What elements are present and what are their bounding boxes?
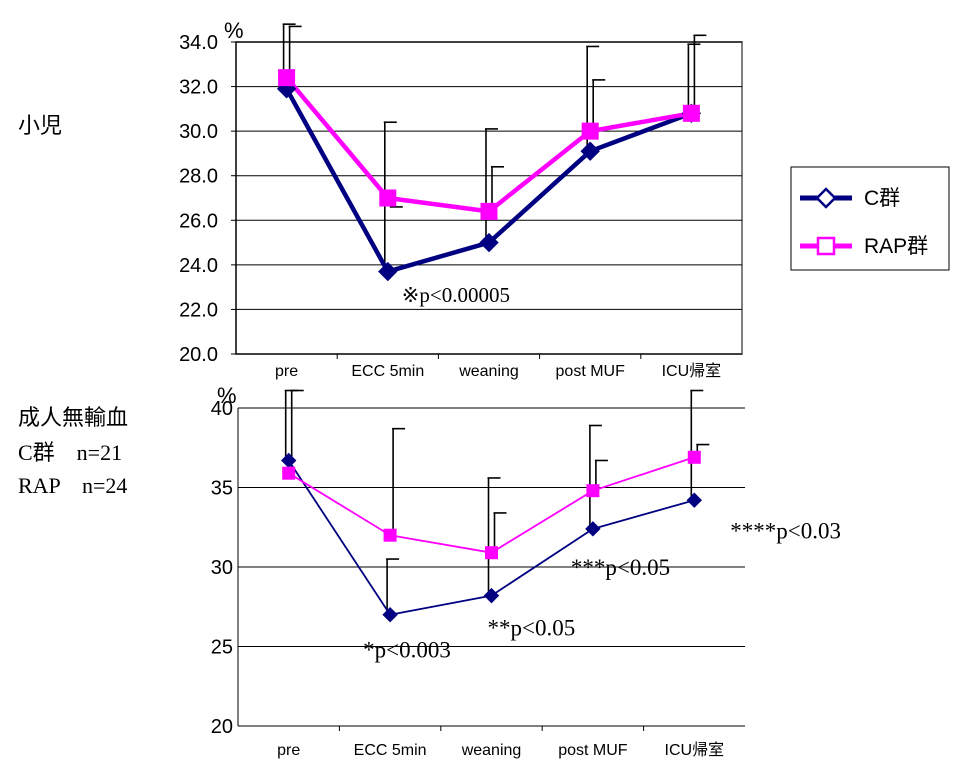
chart2-unit-label: %	[217, 383, 237, 408]
legend-label-c: C群	[864, 187, 900, 210]
chart1-y-tick-label: 30.0	[179, 121, 218, 143]
chart2-x-tick-label: ECC 5min	[354, 742, 427, 759]
legend: C群 RAP群	[790, 166, 950, 271]
chart2-group-count-c: C群 n=21	[18, 440, 122, 465]
chart1-x-tick-label: ECC 5min	[351, 363, 424, 380]
chart2-series-c-point	[483, 587, 500, 604]
chart2-series-rap-point	[485, 546, 498, 560]
chart1-series-rap-point	[581, 122, 599, 140]
chart2-y-tick-label: 30	[211, 557, 233, 579]
chart1-series-rap-point	[682, 104, 700, 122]
chart1-series-c-point	[378, 261, 398, 282]
chart1-x-tick-label: post MUF	[556, 363, 626, 380]
chart1-y-tick-label: 24.0	[179, 255, 218, 277]
chart1-y-tick-label: 26.0	[179, 210, 218, 232]
chart1-plot-area	[235, 41, 743, 355]
chart2-series-c-point	[382, 606, 398, 623]
chart2-series-rap-point	[586, 484, 600, 498]
chart1-unit-label: %	[224, 18, 244, 43]
chart1-y-tick-label: 32.0	[179, 77, 218, 99]
chart2-plot: 20 25 30 35 40 pre ECC 5min weaning post MUF ICU帰…	[211, 389, 841, 759]
chart1-annotation: ※p<0.00005	[402, 283, 510, 307]
chart2-annotation: **p<0.05	[488, 615, 576, 640]
chart1-series-rap-point	[278, 69, 296, 87]
chart1-x-tick-label: pre	[275, 363, 298, 380]
chart1-x-tick-label: weaning	[458, 363, 519, 380]
chart1-y-tick-label: 34.0	[179, 32, 218, 54]
chart2-group-count-rap: RAP n=24	[18, 473, 127, 498]
legend-swatch-c-marker	[815, 187, 837, 209]
chart2-annotation: *p<0.003	[363, 638, 451, 663]
chart2-x-tick-label: weaning	[461, 742, 522, 759]
chart2-x-tick-label: post MUF	[558, 742, 628, 759]
chart1-y-tick-label: 20.0	[179, 344, 218, 366]
chart2-series-rap-point	[282, 466, 296, 480]
chart1-series-rap-point	[379, 189, 397, 207]
chart2-x-tick-label: ICU帰室	[665, 741, 725, 759]
chart2-y-tick-label: 40	[211, 398, 233, 420]
chart1-y-tick-label: 22.0	[179, 299, 218, 321]
chart1-plot: 20.0 22.0 24.0 26.0 28.0 30.0 32.0 34.0 pre ECC 5…	[179, 23, 743, 380]
chart2-series-c-point	[585, 521, 601, 537]
chart1-y-tick-label: 28.0	[179, 166, 218, 188]
legend-label-rap: RAP群	[864, 235, 928, 258]
chart2-side-label: 成人無輸血	[18, 405, 128, 430]
chart2-series-rap-point	[383, 528, 397, 542]
chart2-series-rap-point	[687, 450, 701, 464]
chart2-y-tick-label: 25	[211, 637, 233, 659]
chart1-series-rap-point	[480, 202, 498, 220]
chart2-series-c-point	[686, 492, 703, 508]
chart2-y-tick-label: 35	[211, 478, 233, 500]
legend-swatch-rap-marker	[816, 236, 836, 256]
chart2-x-tick-label: pre	[277, 742, 300, 759]
chart2-annotation: ****p<0.03	[730, 518, 841, 543]
chart1-series-c-point	[580, 141, 600, 161]
chart1-series-c-point	[479, 232, 499, 253]
chart1-x-tick-label: ICU帰室	[662, 362, 722, 380]
chart2-y-tick-label: 20	[211, 716, 233, 738]
chart2-annotation: ***p<0.05	[571, 555, 670, 580]
chart1-side-label: 小児	[18, 113, 62, 138]
